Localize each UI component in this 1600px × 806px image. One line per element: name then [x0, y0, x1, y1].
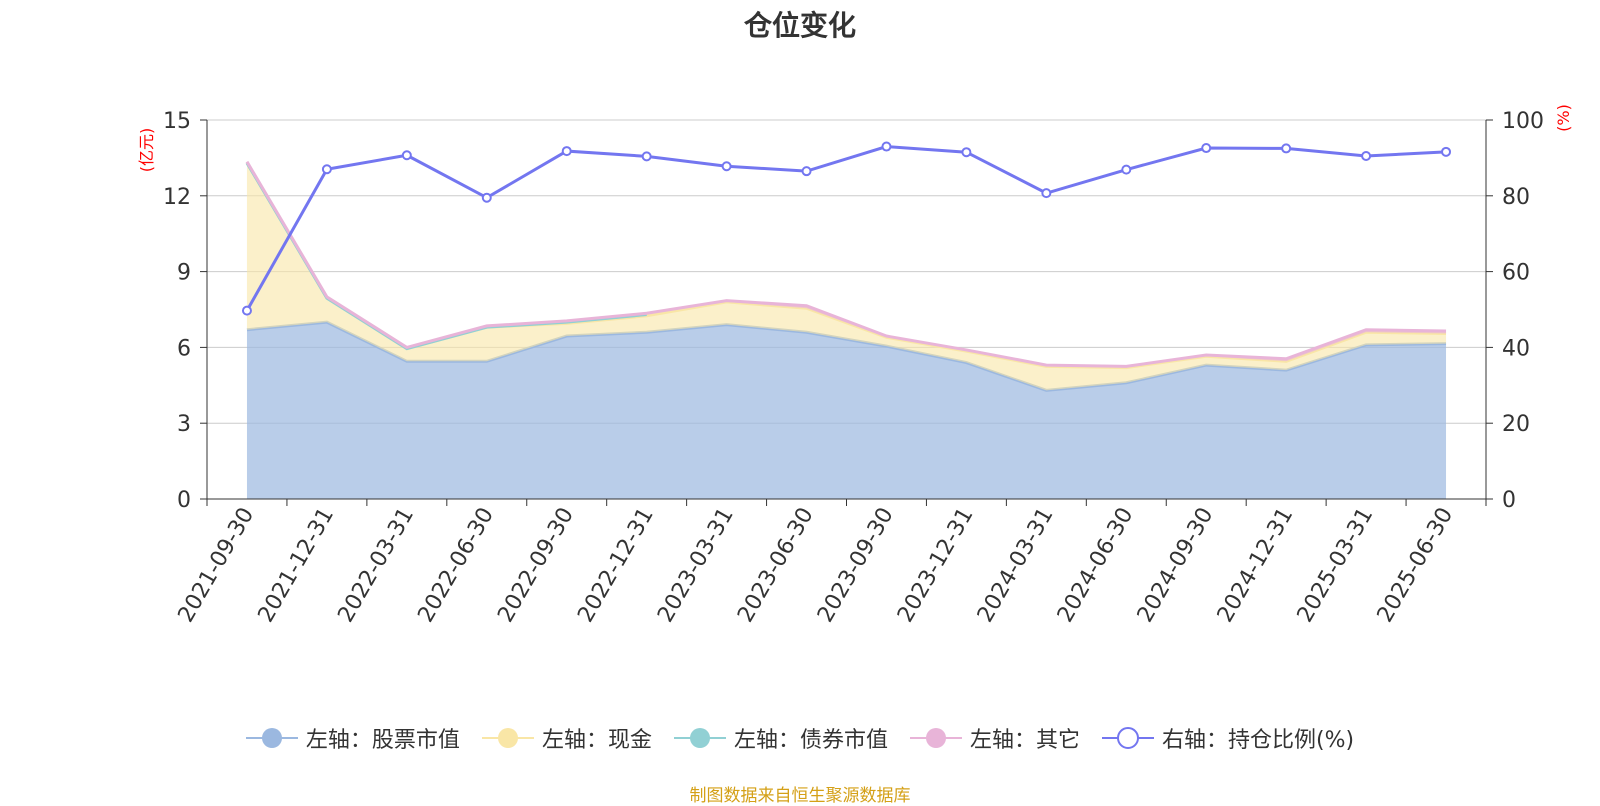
- left-axis-tick-label: 0: [177, 488, 191, 513]
- right-axis-tick-label: 60: [1502, 261, 1530, 286]
- legend-label: 左轴：债券市值: [733, 728, 888, 753]
- x-axis-tick-label: 2025-06-30: [1373, 504, 1459, 627]
- right-axis-tick-label: 20: [1502, 412, 1530, 437]
- legend-other-swatch: [909, 728, 962, 748]
- x-axis-tick-label: 2021-12-31: [254, 504, 340, 627]
- legend-label: 左轴：其它: [969, 728, 1080, 753]
- ratio-point: [1201, 143, 1212, 154]
- right-axis-tick-label: 100: [1502, 109, 1544, 134]
- ratio-point: [961, 147, 972, 158]
- legend-stock-swatch: [245, 728, 298, 748]
- legend-item-other[interactable]: 左轴：其它: [909, 722, 1080, 754]
- ratio-point: [1361, 151, 1372, 162]
- x-axis-tick-label: 2021-09-30: [174, 504, 260, 627]
- ratio-point: [721, 161, 732, 172]
- x-axis-tick-label: 2024-09-30: [1133, 504, 1219, 627]
- legend-bond-swatch: [673, 728, 726, 748]
- x-axis-tick-label: 2024-12-31: [1213, 504, 1299, 627]
- ratio-point: [481, 192, 492, 203]
- left-axis-tick-label: 12: [163, 185, 191, 210]
- left-axis-tick-label: 6: [177, 336, 191, 361]
- x-axis-tick-label: 2023-12-31: [893, 504, 979, 627]
- ratio-point: [1121, 164, 1132, 175]
- legend-label: 左轴：现金: [541, 728, 652, 753]
- ratio-point: [401, 150, 412, 161]
- legend: 左轴：股票市值 左轴：现金 左轴：债券市值 左轴：其它 右轴：持仓比例(%): [0, 722, 1600, 754]
- legend-item-bond[interactable]: 左轴：债券市值: [673, 722, 888, 754]
- ratio-point: [1041, 188, 1052, 199]
- ratio-point: [881, 141, 892, 152]
- x-axis-tick-label: 2022-12-31: [573, 504, 659, 627]
- right-axis-tick-label: 80: [1502, 185, 1530, 210]
- x-axis-tick-label: 2022-03-31: [333, 504, 419, 627]
- area-layer: [245, 160, 1447, 499]
- x-axis-tick-label: 2024-03-31: [973, 504, 1059, 627]
- legend-label: 右轴：持仓比例(%): [1161, 728, 1355, 753]
- x-axis-tick-label: 2023-09-30: [813, 504, 899, 627]
- source-note: 制图数据来自恒生聚源数据库: [689, 786, 911, 806]
- ratio-point: [561, 146, 572, 157]
- area-edge: [245, 160, 1447, 368]
- legend-cash-swatch: [481, 728, 534, 748]
- legend-label: 左轴：股票市值: [305, 728, 460, 753]
- legend-ratio-swatch: [1101, 727, 1154, 749]
- line-layer: [241, 141, 1452, 316]
- x-axis-tick-label: 2023-06-30: [733, 504, 819, 627]
- ratio-point: [1441, 146, 1452, 157]
- right-axis-unit: (%): [1554, 104, 1573, 132]
- ratio-point: [1281, 143, 1292, 154]
- right-axis-tick-label: 0: [1502, 488, 1516, 513]
- ratio-point: [241, 305, 252, 316]
- x-axis-tick-label: 2024-06-30: [1053, 504, 1139, 627]
- left-axis-tick-label: 9: [177, 261, 191, 286]
- left-axis-tick-label: 3: [177, 412, 191, 437]
- ratio-line: [245, 145, 1447, 312]
- x-axis-tick-label: 2022-06-30: [413, 504, 499, 627]
- left-axis-unit: (亿元): [137, 128, 156, 173]
- x-axis-tick-label: 2025-03-31: [1293, 504, 1379, 627]
- right-axis-tick-label: 40: [1502, 336, 1530, 361]
- ratio-point: [801, 166, 812, 177]
- left-axis-tick-label: 15: [163, 109, 191, 134]
- area-band: [246, 322, 1447, 499]
- ratio-point: [321, 164, 332, 175]
- legend-item-stock[interactable]: 左轴：股票市值: [245, 722, 460, 754]
- x-axis-tick-label: 2022-09-30: [493, 504, 579, 627]
- legend-item-cash[interactable]: 左轴：现金: [481, 722, 652, 754]
- chart-title: 仓位变化: [743, 9, 856, 42]
- legend-item-ratio[interactable]: 右轴：持仓比例(%): [1101, 722, 1355, 754]
- area-band: [246, 162, 1447, 391]
- ratio-point: [641, 151, 652, 162]
- x-axis-tick-label: 2023-03-31: [653, 504, 739, 627]
